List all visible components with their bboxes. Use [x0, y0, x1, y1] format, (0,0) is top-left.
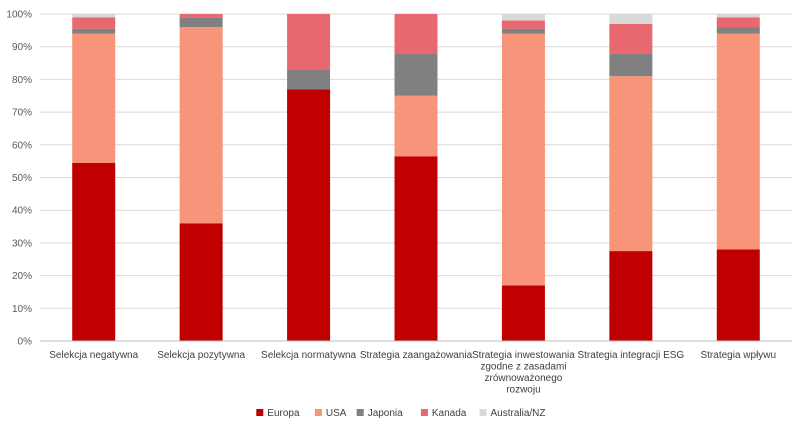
bar-segment-europa [287, 89, 331, 342]
x-category-label: Strategia integracji ESG [577, 350, 684, 361]
legend: Europa USA Japonia Kanada Australia/NZ [256, 408, 546, 419]
legend-swatch [256, 409, 264, 416]
bar-segment-kanada [609, 23, 653, 54]
legend-label: Japonia [368, 408, 403, 419]
bar-segment-japonia [287, 69, 331, 90]
bar-segment-japonia [609, 53, 653, 77]
x-category-label: Selekcja negatywna [49, 350, 138, 361]
bar-segment-usa [609, 76, 653, 252]
bar-segment-kanada [72, 17, 116, 29]
bar-segment-europa [609, 251, 653, 341]
bar-segment-australia-nz [501, 14, 545, 21]
y-tick-label: 40% [12, 206, 32, 217]
x-category-label: Strategia wpływu [700, 350, 776, 361]
y-tick-label: 10% [12, 304, 32, 315]
x-category-label: Strategia zaangażowania [360, 350, 473, 361]
bar-segment-japonia [716, 27, 760, 34]
y-tick-label: 0% [18, 337, 33, 348]
y-tick-label: 50% [12, 173, 32, 184]
bar-segment-europa [72, 162, 116, 341]
bar-segment-usa [501, 33, 545, 286]
x-category-label: Selekcja normatywna [261, 350, 356, 361]
bar-segment-usa [179, 27, 223, 224]
y-tick-label: 60% [12, 140, 32, 151]
bar-segment-europa [179, 223, 223, 341]
bar-segment-kanada [716, 17, 760, 28]
bar-segment-europa [501, 285, 545, 341]
y-tick-label: 30% [12, 238, 32, 249]
legend-swatch [420, 409, 428, 416]
bar-segment-usa [394, 95, 438, 157]
x-category-label: zgodne z zasadami [480, 362, 566, 373]
x-axis-labels: Selekcja negatywna Selekcja pozytywna Sele… [49, 350, 776, 396]
legend-swatch [314, 409, 322, 416]
x-category-label: rozwoju [506, 385, 540, 396]
bar-segment-europa [716, 249, 760, 341]
x-category-label: Strategia inwestowania [472, 350, 575, 361]
bar-segment-japonia [501, 28, 545, 34]
bar-segment-kanada [179, 14, 223, 18]
bar-segment-usa [716, 33, 760, 250]
y-tick-label: 20% [12, 271, 32, 282]
bar-segment-kanada [501, 20, 545, 29]
legend-swatch [356, 409, 364, 416]
y-tick-label: 90% [12, 42, 32, 53]
bar-segment-europa [394, 156, 438, 341]
legend-label: Australia/NZ [491, 408, 546, 419]
bar-segment-kanada [287, 14, 331, 70]
bar-segment-kanada [394, 14, 438, 54]
legend-label: Kanada [432, 408, 467, 419]
legend-label: Europa [267, 408, 300, 419]
x-category-label: Selekcja pozytywna [157, 350, 245, 361]
bar-segment-usa [72, 33, 116, 163]
legend-swatch [479, 409, 487, 416]
bars [72, 14, 760, 342]
bar-segment-japonia [72, 28, 116, 34]
y-tick-label: 100% [6, 10, 32, 21]
bar-segment-australia-nz [609, 14, 653, 24]
y-axis-ticks: 0% 10% 20% 30% 40% 50% 60% 70% 80% 90% 100% [6, 10, 32, 348]
y-tick-label: 80% [12, 75, 32, 86]
x-category-label: zrównoważonego [485, 373, 563, 384]
y-tick-label: 70% [12, 108, 32, 119]
legend-label: USA [326, 408, 347, 419]
bar-segment-australia-nz [72, 14, 116, 18]
bar-segment-australia-nz [716, 14, 760, 18]
bar-segment-japonia [394, 53, 438, 96]
bar-segment-japonia [179, 17, 223, 28]
